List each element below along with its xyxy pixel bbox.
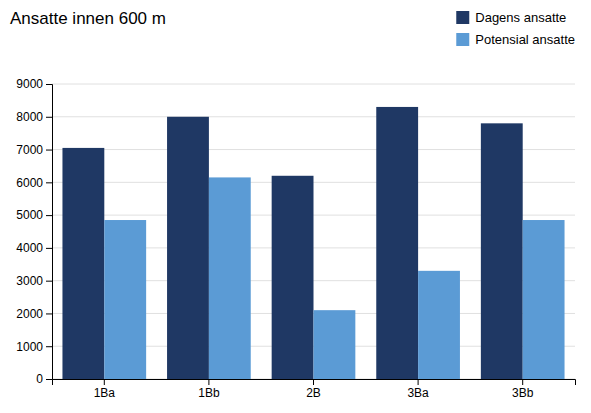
grid: [52, 84, 575, 379]
tick: 2B: [306, 379, 321, 400]
tick: 1Ba: [94, 379, 116, 400]
tick-mark: [46, 117, 52, 118]
tick: 5000: [16, 208, 52, 222]
tick-label: 9000: [16, 77, 43, 91]
chart: Ansatte innen 600 m 0 1000 2000 3000 4000 5000…: [0, 0, 591, 413]
tick-label: 1Ba: [94, 386, 116, 400]
bar: [62, 148, 104, 379]
tick-mark: [313, 379, 314, 385]
tick-mark: [46, 182, 52, 183]
tick-mark: [522, 379, 523, 385]
axis-line: [46, 85, 53, 380]
tick-label: 1Bb: [198, 386, 220, 400]
bar: [104, 220, 146, 379]
tick-mark: [46, 248, 52, 249]
tick: 7000: [16, 143, 52, 157]
tick-label: 2000: [16, 307, 43, 321]
grid-line: [52, 116, 575, 117]
legend: Dagens ansatte Potensial ansatte: [456, 10, 575, 47]
tick: 3Ba: [407, 379, 429, 400]
tick-label: 6000: [16, 176, 43, 190]
tick-mark: [104, 379, 105, 385]
axis-line: [53, 380, 576, 386]
y-axis: 0 1000 2000 3000 4000 5000 6000 7000 8000 9000: [16, 77, 52, 386]
tick-mark: [46, 346, 52, 347]
tick-label: 1000: [16, 340, 43, 354]
tick-label: 3Ba: [407, 386, 429, 400]
legend-swatch: [456, 33, 469, 46]
tick-label: 3000: [16, 274, 43, 288]
tick-mark: [46, 313, 52, 314]
tick-label: 7000: [16, 143, 43, 157]
tick: 1Bb: [198, 379, 220, 400]
bar: [167, 117, 209, 379]
tick: 8000: [16, 110, 52, 124]
tick: 0: [36, 372, 52, 386]
tick-mark: [46, 215, 52, 216]
tick: 3000: [16, 274, 52, 288]
legend-label: Potensial ansatte: [475, 32, 575, 47]
tick-mark: [46, 379, 52, 380]
tick-mark: [46, 150, 52, 151]
bar: [209, 177, 251, 379]
bar: [314, 310, 356, 379]
legend-item: Dagens ansatte: [456, 10, 566, 25]
legend-label: Dagens ansatte: [475, 10, 566, 25]
bars: [62, 107, 564, 379]
bar: [418, 271, 460, 379]
tick: 2000: [16, 307, 52, 321]
tick-mark: [418, 379, 419, 385]
tick-label: 3Bb: [512, 386, 534, 400]
tick-mark: [46, 84, 52, 85]
legend-item: Potensial ansatte: [456, 32, 575, 47]
tick-mark: [208, 379, 209, 385]
bar: [523, 220, 565, 379]
tick-label: 4000: [16, 241, 43, 255]
series: [104, 177, 564, 379]
bar: [481, 123, 523, 379]
grid-line: [52, 84, 575, 85]
tick-label: 2B: [306, 386, 321, 400]
tick: 9000: [16, 77, 52, 91]
legend-swatch: [456, 11, 469, 24]
tick: 1000: [16, 340, 52, 354]
tick: 3Bb: [512, 379, 534, 400]
tick-mark: [46, 281, 52, 282]
tick-label: 8000: [16, 110, 43, 124]
plot: 0 1000 2000 3000 4000 5000 6000 7000 8000 9000 1Ba…: [16, 77, 575, 399]
tick: 4000: [16, 241, 52, 255]
title: Ansatte innen 600 m: [10, 9, 166, 28]
tick-label: 5000: [16, 208, 43, 222]
series: [62, 107, 522, 379]
bar: [272, 176, 314, 379]
tick: 6000: [16, 176, 52, 190]
tick-label: 0: [36, 372, 43, 386]
x-axis: 1Ba 1Bb 2B 3Ba 3Bb: [53, 379, 576, 400]
bar: [376, 107, 418, 379]
